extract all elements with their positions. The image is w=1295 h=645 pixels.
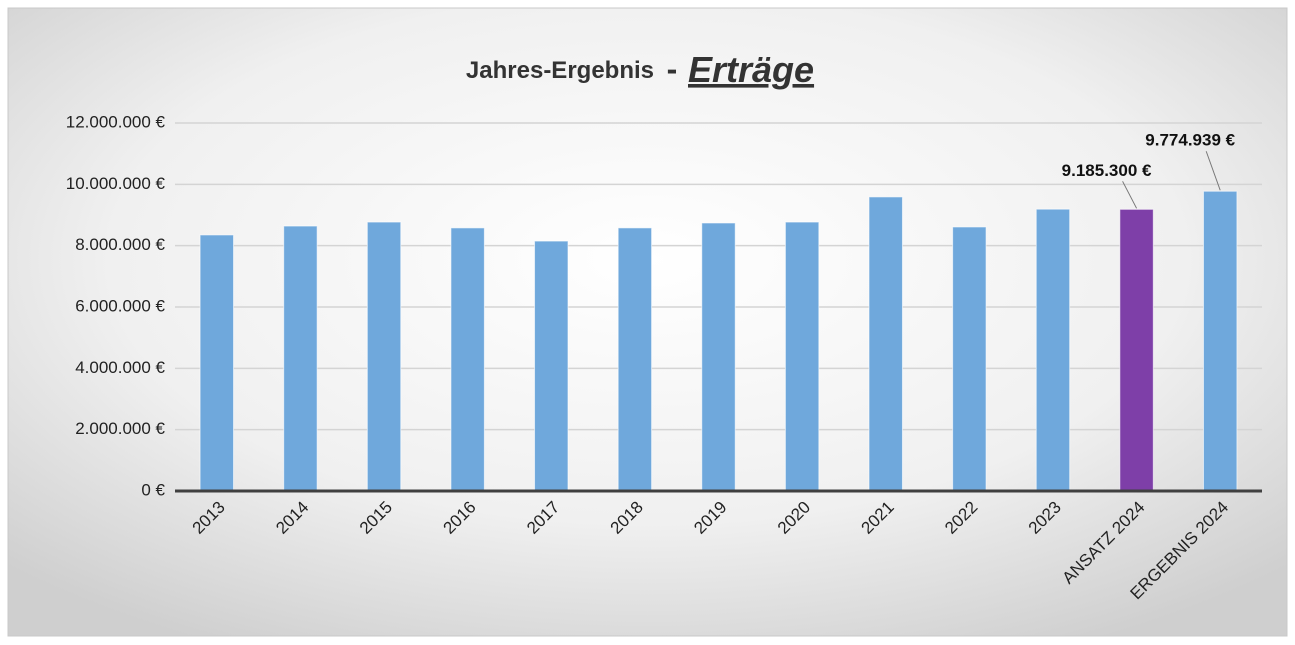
y-tick-label: 12.000.000 € xyxy=(66,112,166,131)
bar xyxy=(450,227,485,492)
bar xyxy=(534,240,569,492)
bar xyxy=(617,227,653,492)
bar xyxy=(701,222,736,492)
y-tick-label: 10.000.000 € xyxy=(66,174,166,193)
y-tick-label: 2.000.000 € xyxy=(75,419,165,438)
bar xyxy=(283,225,318,492)
value-label: 9.185.300 € xyxy=(1062,161,1152,180)
bar xyxy=(199,234,235,492)
y-tick-label: 8.000.000 € xyxy=(75,235,165,254)
bar xyxy=(1119,208,1154,492)
bar xyxy=(784,221,820,492)
y-tick-label: 6.000.000 € xyxy=(75,296,165,315)
leader-line xyxy=(1205,151,1221,191)
value-label: 9.774.939 € xyxy=(1145,131,1235,150)
bar xyxy=(868,196,903,492)
leader-line xyxy=(1122,181,1138,209)
y-tick-label: 0 € xyxy=(141,480,165,499)
bar xyxy=(1202,190,1238,492)
y-tick-label: 4.000.000 € xyxy=(75,358,165,377)
bar xyxy=(952,226,987,492)
bar xyxy=(1035,208,1071,492)
chart-title: Jahres-Ergebnis - Erträge xyxy=(466,49,814,90)
bar xyxy=(366,221,402,492)
